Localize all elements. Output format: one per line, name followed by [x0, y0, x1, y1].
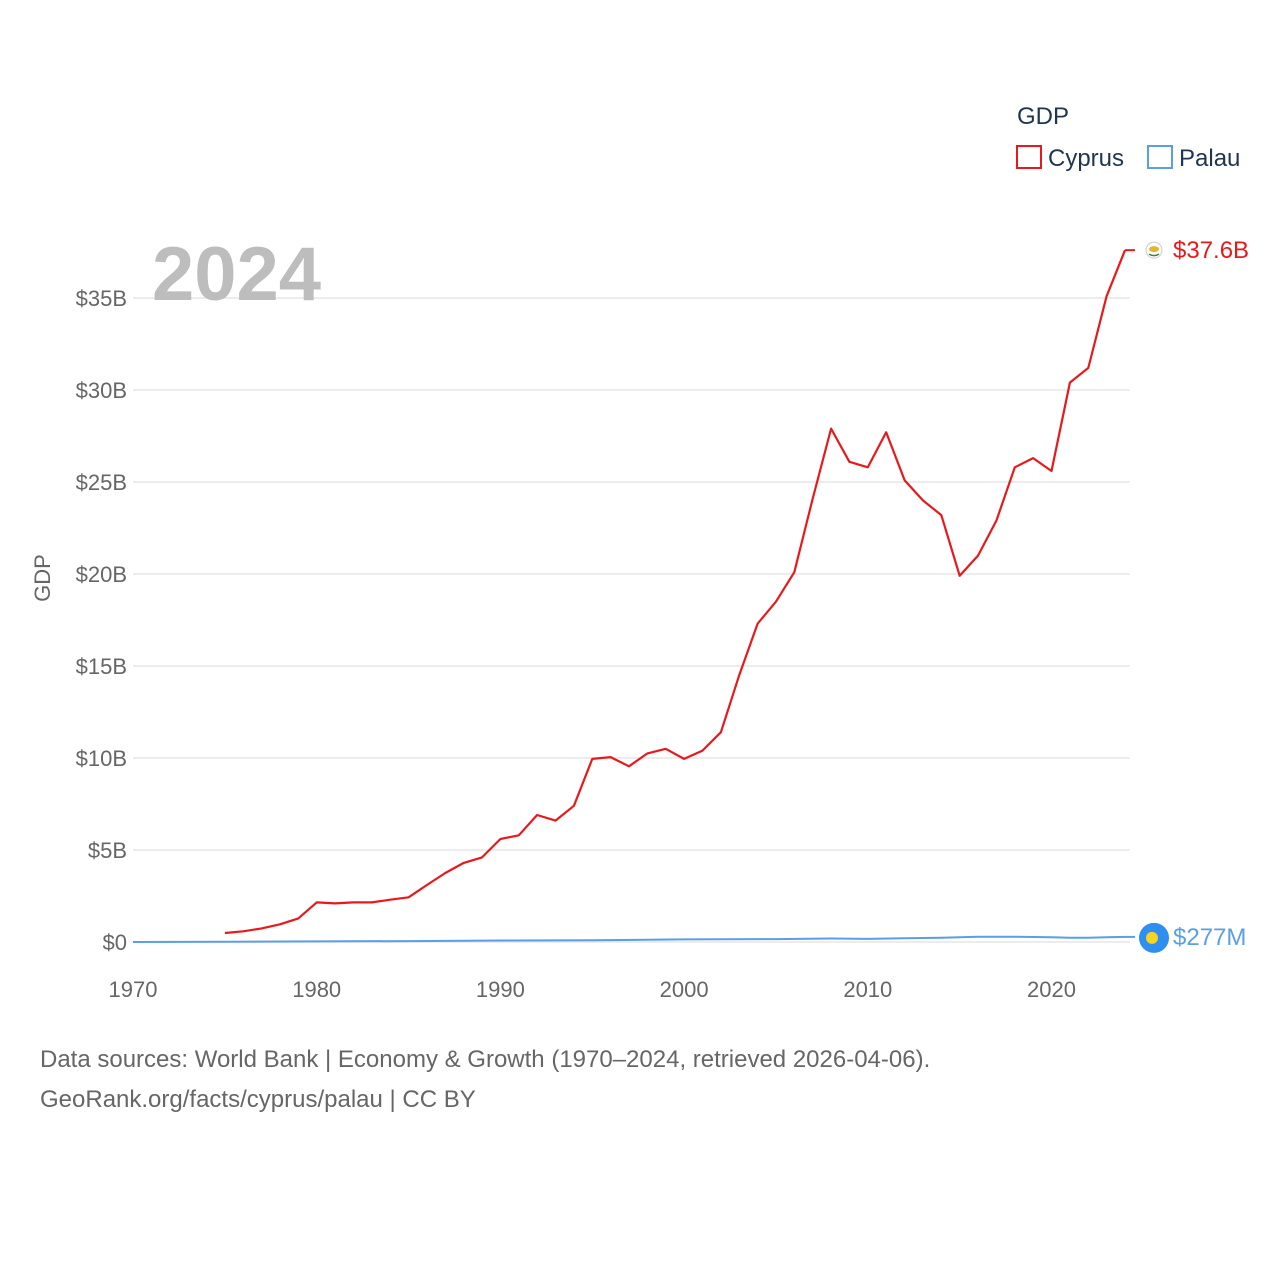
y-tick-label: $25B — [76, 470, 127, 495]
y-tick-label: $5B — [88, 838, 127, 863]
year-label: 2024 — [152, 232, 321, 317]
series-line-palau[interactable] — [132, 935, 1126, 943]
credit-text: GeoRank.org/facts/cyprus/palau | CC BY — [40, 1086, 476, 1113]
y-tick-label: $35B — [76, 286, 127, 311]
series-lines — [132, 249, 1135, 943]
x-tick-label: 1970 — [109, 977, 158, 1002]
y-tick-label: $0 — [103, 930, 127, 955]
gdp-chart: 2024 $0$5B$10B$15B$20B$25B$30B$35B 1970 1… — [30, 103, 1249, 1002]
y-tick-label: $15B — [76, 654, 127, 679]
legend-label-cyprus: Cyprus — [1048, 145, 1124, 172]
y-tick-label: $10B — [76, 746, 127, 771]
legend-swatch-cyprus — [1016, 145, 1042, 169]
legend-item-palau[interactable]: Palau — [1147, 145, 1240, 172]
x-tick-label: 2000 — [660, 977, 709, 1002]
y-axis-label: GDP — [30, 554, 55, 602]
y-axis-ticks: $0 $5B $10B $15B $20B $25B $30B $35B — [76, 286, 127, 955]
cyprus-end-label: $37.6B — [1173, 237, 1249, 264]
series-line-cyprus[interactable] — [224, 249, 1127, 935]
palau-flag-icon — [1139, 922, 1169, 953]
legend-label-palau: Palau — [1179, 145, 1240, 172]
legend-item-cyprus[interactable]: Cyprus — [1016, 145, 1124, 172]
data-source-footer: Data sources: World Bank | Economy & Gro… — [40, 1040, 1240, 1120]
series-end-markers: $37.6B $277M — [1139, 237, 1249, 953]
x-tick-label: 1980 — [292, 977, 341, 1002]
y-tick-label: $30B — [76, 378, 127, 403]
x-tick-label: 1990 — [476, 977, 525, 1002]
data-sources-text: Data sources: World Bank | Economy & Gro… — [40, 1046, 931, 1073]
cyprus-flag-icon — [1145, 241, 1163, 259]
legend-title: GDP — [1017, 103, 1069, 130]
x-tick-label: 2010 — [843, 977, 892, 1002]
palau-end-label: $277M — [1173, 924, 1246, 951]
gridlines — [133, 297, 1130, 943]
legend: GDP Cyprus Palau — [1016, 103, 1240, 172]
y-tick-label: $20B — [76, 562, 127, 587]
x-axis-ticks: 1970 1980 1990 2000 2010 2020 — [109, 977, 1076, 1002]
x-tick-label: 2020 — [1027, 977, 1076, 1002]
legend-swatch-palau — [1147, 145, 1173, 169]
